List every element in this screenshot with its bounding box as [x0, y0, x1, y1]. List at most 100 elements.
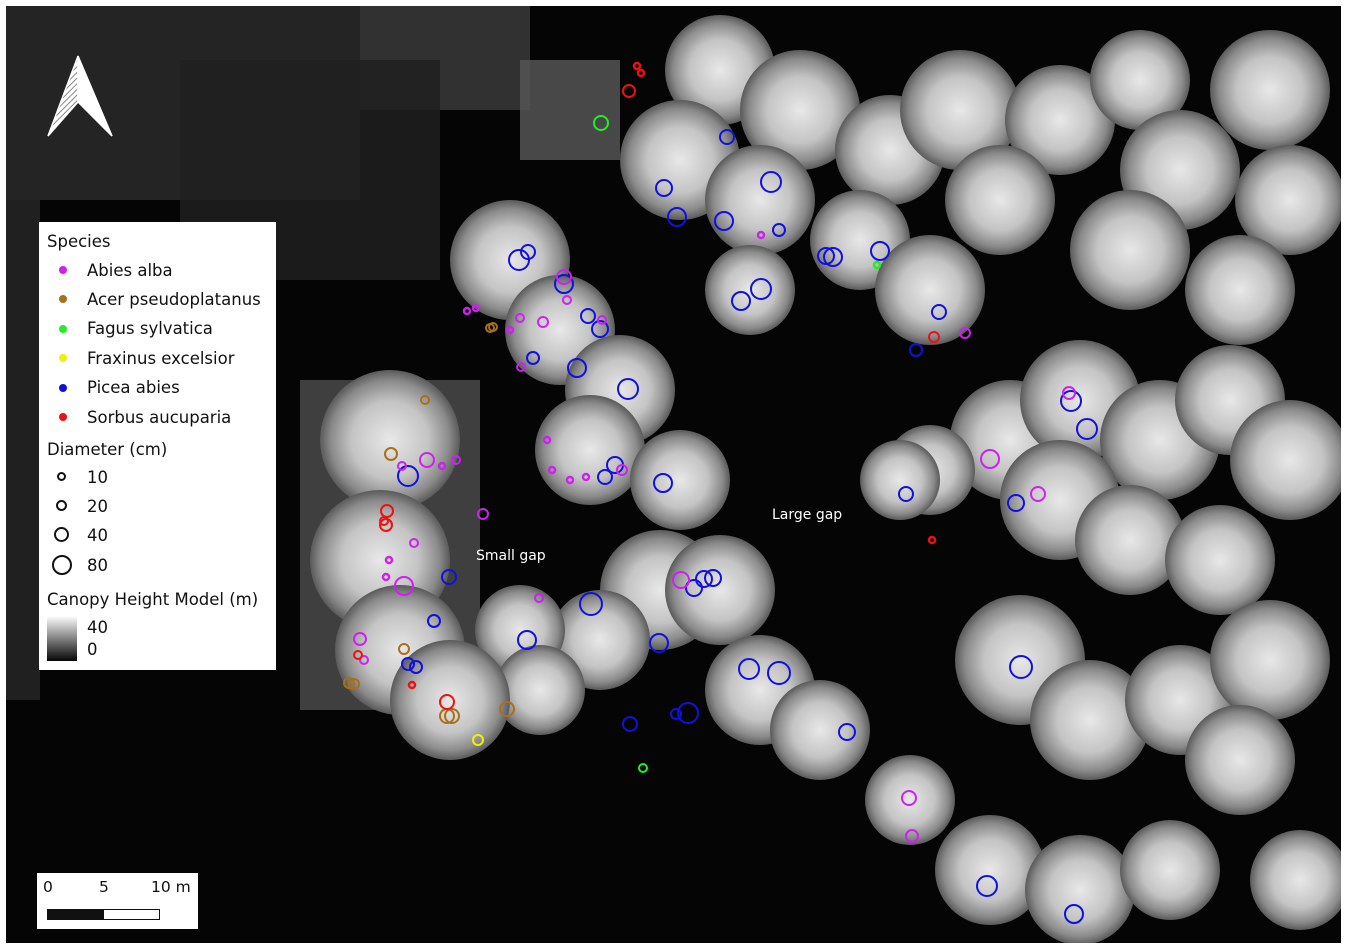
diameter-legend-label: 20	[87, 496, 108, 516]
tree-marker	[905, 829, 919, 843]
tree-marker	[579, 592, 603, 616]
tree-marker	[636, 68, 646, 78]
tree-crown	[1070, 190, 1190, 310]
tree-marker	[419, 452, 435, 468]
species-color-dot	[59, 266, 67, 274]
tree-marker	[597, 469, 613, 485]
tree-marker	[823, 247, 843, 267]
tree-crown	[1165, 505, 1275, 615]
tree-crown	[1005, 65, 1115, 175]
tree-marker	[980, 449, 1000, 469]
small-gap-label: Small gap	[476, 548, 546, 564]
tree-marker	[505, 325, 515, 335]
tree-marker	[1060, 390, 1082, 412]
tree-crown	[495, 645, 585, 735]
scale-bar-graphic	[47, 909, 160, 920]
tree-crown	[705, 245, 795, 335]
tree-marker	[677, 702, 699, 724]
tree-marker	[472, 734, 484, 746]
tree-marker	[838, 723, 856, 741]
tree-marker	[567, 358, 587, 378]
tree-marker	[397, 461, 407, 471]
map-legend: Species Abies alba Acer pseudoplatanus Fag…	[39, 222, 276, 670]
tree-marker	[451, 455, 461, 465]
chm-min-label: 0	[87, 640, 98, 659]
species-legend-label: Fagus sylvatica	[87, 319, 213, 339]
species-legend-item: Acer pseudoplatanus	[47, 287, 261, 311]
tree-marker	[397, 465, 419, 487]
tree-crown	[1185, 705, 1295, 815]
tree-marker	[760, 171, 782, 193]
tree-marker	[379, 516, 389, 526]
tree-crown	[665, 535, 775, 645]
tree-marker	[685, 579, 703, 597]
tree-marker	[542, 435, 552, 445]
tree-crown	[1250, 830, 1341, 930]
north-arrow-icon	[47, 55, 113, 137]
tree-marker	[384, 447, 398, 461]
tree-marker	[515, 313, 525, 323]
scale-tick-label: 10 m	[151, 878, 191, 896]
species-color-dot	[59, 354, 67, 363]
tree-crown	[900, 50, 1020, 170]
tree-marker	[655, 179, 673, 197]
tree-crown	[860, 440, 940, 520]
chm-legend-title: Canopy Height Model (m)	[47, 590, 259, 609]
tree-marker	[477, 508, 489, 520]
tree-marker	[672, 571, 690, 589]
tree-crown	[705, 145, 815, 255]
chm-max-label: 40	[87, 618, 108, 637]
species-legend-label: Picea abies	[87, 378, 180, 398]
diameter-symbol	[57, 472, 66, 481]
canopy-height-raster	[6, 6, 1341, 943]
tree-marker	[719, 129, 735, 145]
species-legend-item: Fagus sylvatica	[47, 317, 213, 341]
tree-marker	[695, 570, 713, 588]
tree-marker	[343, 677, 355, 689]
tree-marker	[714, 211, 734, 231]
species-legend-label: Fraxinus excelsior	[87, 348, 235, 368]
tree-marker	[927, 535, 937, 545]
tree-marker	[959, 327, 971, 339]
species-legend-item: Sorbus aucuparia	[47, 405, 231, 429]
diameter-legend-item: 10	[47, 465, 108, 489]
tree-marker	[407, 680, 417, 690]
tree-crown	[1210, 30, 1330, 150]
tree-marker	[534, 593, 544, 603]
diameter-legend-item: 80	[47, 553, 108, 577]
diameter-legend-label: 10	[87, 467, 108, 487]
tree-marker	[348, 678, 360, 690]
tree-marker	[427, 614, 441, 628]
species-color-dot	[59, 295, 67, 304]
tree-crown	[1210, 600, 1330, 720]
tree-marker	[667, 207, 687, 227]
tree-marker	[704, 569, 722, 587]
tree-marker	[872, 260, 882, 270]
tree-marker	[909, 343, 923, 357]
tree-crown	[935, 815, 1045, 925]
tree-marker	[381, 572, 391, 582]
tree-marker	[597, 315, 607, 325]
tree-marker	[767, 661, 791, 685]
tree-marker	[409, 538, 419, 548]
tree-marker	[772, 223, 786, 237]
tree-marker	[409, 660, 423, 674]
scale-tick-label: 5	[99, 878, 109, 896]
tree-marker	[1076, 418, 1098, 440]
tree-crown	[320, 370, 460, 510]
tree-crown	[1235, 145, 1341, 255]
tree-crown	[390, 640, 510, 760]
tree-marker	[670, 708, 682, 720]
tree-marker	[516, 362, 526, 372]
scale-segment-dark	[48, 910, 104, 919]
tree-marker	[756, 230, 766, 240]
tree-crown	[1090, 30, 1190, 130]
tree-marker	[401, 657, 415, 671]
tree-marker	[1062, 386, 1076, 400]
tree-marker	[870, 241, 890, 261]
scale-segment-light	[103, 910, 159, 919]
tree-marker	[379, 518, 393, 532]
tree-marker	[562, 295, 572, 305]
species-legend-label: Sorbus aucuparia	[87, 407, 232, 427]
tree-crown	[945, 145, 1055, 255]
